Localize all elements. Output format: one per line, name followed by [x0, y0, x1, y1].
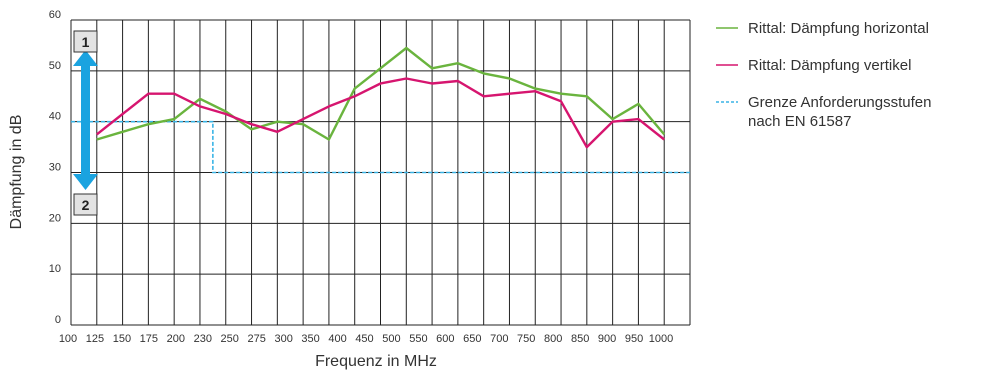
y-axis-title: Dämpfung in dB	[8, 115, 25, 230]
badge-level-1: 1	[73, 30, 98, 53]
series-line-horizontal	[96, 46, 666, 141]
x-tick-label: 230	[194, 333, 212, 345]
x-tick-label: 1000	[649, 333, 673, 345]
x-tick-label: 300	[274, 333, 292, 345]
y-tick-label: 40	[49, 111, 61, 123]
legend-label-grenze-line1: Grenze Anforderungsstufen	[748, 94, 931, 111]
y-tick-label: 0	[55, 314, 61, 326]
y-tick-label: 10	[49, 263, 61, 275]
series-line-vertikal	[96, 77, 665, 149]
x-tick-label: 125	[86, 333, 104, 345]
y-tick-label: 50	[49, 60, 61, 72]
y-tick-label: 20	[49, 212, 61, 224]
x-tick-label: 275	[248, 333, 266, 345]
x-tick-label: 500	[382, 333, 400, 345]
x-tick-label: 450	[355, 333, 373, 345]
badge-level-1-label: 1	[82, 34, 90, 50]
legend-label-grenze-line2: nach EN 61587	[748, 113, 851, 130]
x-tick-label: 250	[221, 333, 239, 345]
badge-level-2: 2	[73, 193, 98, 216]
x-tick-label: 750	[517, 333, 535, 345]
x-tick-label: 650	[463, 333, 481, 345]
double-arrow-icon	[73, 50, 98, 190]
y-tick-label: 60	[49, 9, 61, 21]
x-tick-label: 350	[301, 333, 319, 345]
legend: Rittal: Dämpfung horizontal Rittal: Dämp…	[716, 20, 931, 130]
x-tick-label: 175	[140, 333, 158, 345]
y-tick-label: 30	[49, 162, 61, 174]
x-tick-label: 800	[544, 333, 562, 345]
legend-label-vertikal: Rittal: Dämpfung vertikel	[748, 57, 911, 74]
x-tick-label: 600	[436, 333, 454, 345]
x-tick-label: 400	[328, 333, 346, 345]
badge-level-2-label: 2	[82, 197, 90, 213]
x-axis-ticks: 100 125 150 175 200 230 250 275 300 350 400 450 500 5…	[59, 333, 673, 345]
x-tick-label: 100	[59, 333, 77, 345]
x-tick-label: 550	[409, 333, 427, 345]
x-axis-title: Frequenz in MHz	[315, 353, 437, 370]
x-tick-label: 200	[167, 333, 185, 345]
y-axis-ticks: 0 10 20 30 40 50 60	[49, 9, 61, 326]
x-tick-label: 950	[625, 333, 643, 345]
legend-label-horizontal: Rittal: Dämpfung horizontal	[748, 20, 929, 37]
x-tick-label: 700	[490, 333, 508, 345]
x-tick-label: 150	[113, 333, 131, 345]
x-tick-label: 900	[598, 333, 616, 345]
x-tick-label: 850	[571, 333, 589, 345]
